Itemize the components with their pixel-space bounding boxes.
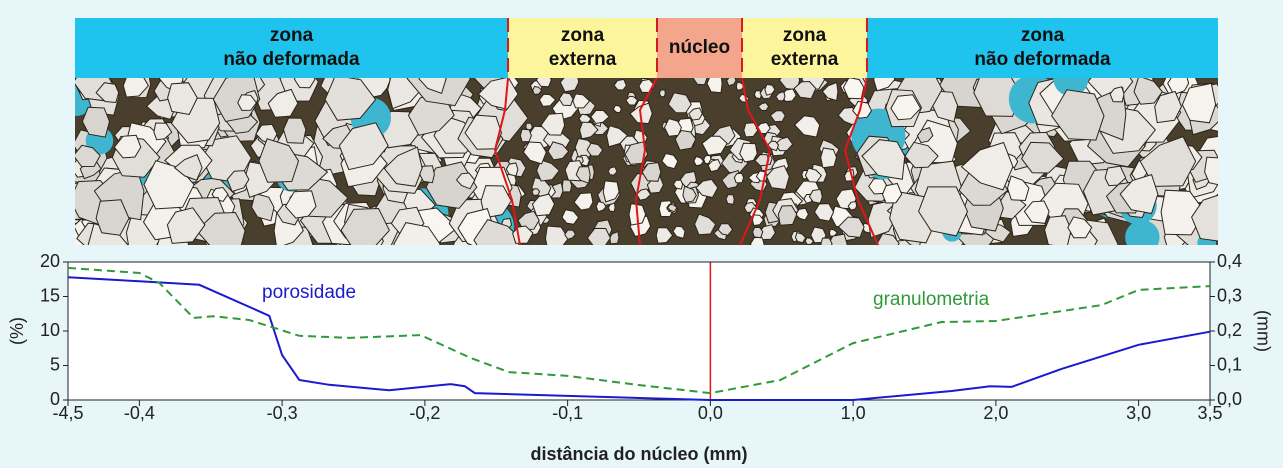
grain (753, 227, 763, 237)
zone-label: zona (270, 25, 314, 46)
x-axis-label: distância do núcleo (mm) (530, 444, 747, 464)
y-tick-label: 5 (50, 354, 60, 374)
y2-tick-label: 0,0 (1217, 389, 1242, 409)
grain (1045, 216, 1072, 248)
plot-area (68, 262, 1210, 400)
grain (562, 180, 571, 192)
zone-label: zona (783, 25, 827, 46)
y-tick-label: 10 (40, 320, 60, 340)
grain (532, 189, 540, 196)
series-label: granulometria (873, 289, 990, 310)
x-tick-label: -0,4 (124, 403, 155, 423)
grain (526, 123, 533, 130)
x-tick-label: 3,0 (1126, 403, 1151, 423)
figure: zona não deformada zona externa núcleo zona ex… (0, 0, 1283, 468)
grain (284, 118, 306, 143)
y2-tick-label: 0,4 (1217, 251, 1242, 271)
grain (608, 167, 617, 175)
zone-label: zona (1021, 25, 1065, 46)
grain (660, 90, 666, 97)
x-tick-label: 1,0 (841, 403, 866, 423)
page: {"zones": [ {"lines": ["zona", "não defo… (0, 0, 1283, 468)
y2-tick-label: 0,3 (1217, 285, 1242, 305)
y2-tick-label: 0,1 (1217, 354, 1242, 374)
x-tick-label: -0,2 (409, 403, 440, 423)
micrograph (55, 57, 1233, 272)
grain (520, 129, 531, 141)
y-tick-label: 20 (40, 251, 60, 271)
zone-label: não deformada (974, 49, 1111, 70)
series-label: porosidade (262, 282, 356, 303)
grain (821, 238, 832, 250)
zone-label: zona (561, 25, 605, 46)
pore (1125, 220, 1159, 254)
x-tick-label: 0,0 (698, 403, 723, 423)
y-axis-label: (%) (7, 317, 27, 345)
y2-axis-label: (mm) (1253, 310, 1273, 352)
zone-label: núcleo (669, 37, 730, 58)
zone-label: externa (771, 49, 839, 70)
x-tick-label: 2,0 (983, 403, 1008, 423)
zone-label: externa (549, 49, 617, 70)
y-tick-label: 15 (40, 285, 60, 305)
y-tick-label: 0 (50, 389, 60, 409)
grain (734, 173, 743, 183)
grain (821, 148, 837, 168)
x-tick-label: -0,1 (552, 403, 583, 423)
grain (726, 195, 734, 205)
x-tick-label: -0,3 (267, 403, 298, 423)
zone-label: não deformada (223, 49, 360, 70)
y2-tick-label: 0,2 (1217, 320, 1242, 340)
